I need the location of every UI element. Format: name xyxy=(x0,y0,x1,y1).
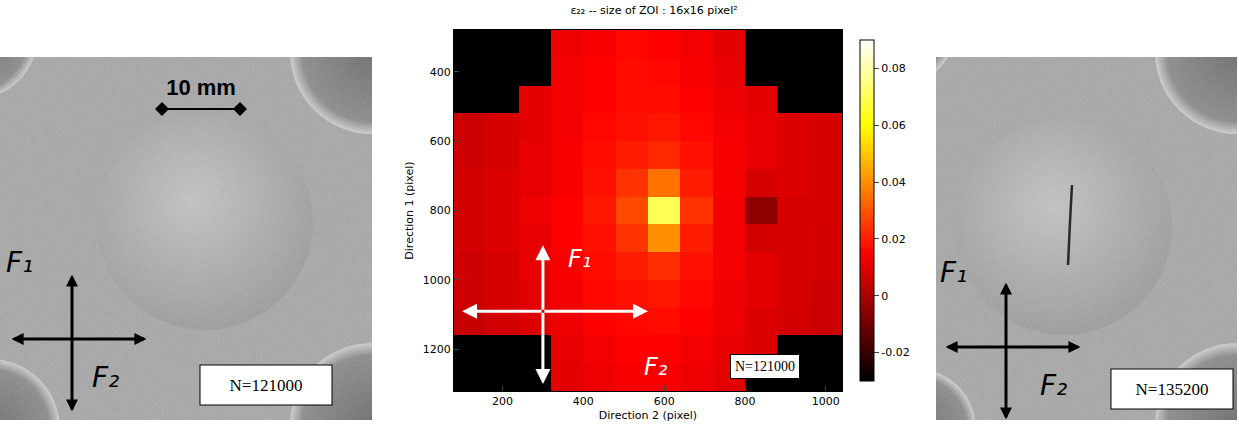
svg-text:F₂: F₂ xyxy=(1040,369,1067,402)
svg-text:200: 200 xyxy=(492,395,513,408)
svg-text:-0.02: -0.02 xyxy=(881,346,909,359)
svg-text:0: 0 xyxy=(881,290,888,303)
svg-text:N=121000: N=121000 xyxy=(230,376,303,395)
svg-text:600: 600 xyxy=(430,135,451,148)
svg-text:Direction 1 (pixel): Direction 1 (pixel) xyxy=(403,161,416,259)
svg-text:600: 600 xyxy=(654,395,675,408)
svg-text:F₁: F₁ xyxy=(568,245,591,273)
svg-text:0.08: 0.08 xyxy=(881,62,906,75)
svg-text:1000: 1000 xyxy=(423,274,451,287)
svg-text:F₂: F₂ xyxy=(644,353,668,381)
svg-text:N=121000: N=121000 xyxy=(735,359,795,374)
svg-text:N=135200: N=135200 xyxy=(1136,380,1209,399)
svg-text:F₁: F₁ xyxy=(940,256,967,289)
svg-text:ε₂₂ -- size of ZOI : 16x16 pix: ε₂₂ -- size of ZOI : 16x16 pixel² xyxy=(570,4,737,17)
svg-text:1000: 1000 xyxy=(812,395,840,408)
svg-text:800: 800 xyxy=(735,395,756,408)
svg-text:F₁: F₁ xyxy=(6,246,33,279)
svg-text:Direction 2 (pixel): Direction 2 (pixel) xyxy=(599,409,697,422)
svg-text:0.04: 0.04 xyxy=(881,176,906,189)
svg-text:800: 800 xyxy=(430,204,451,217)
svg-text:400: 400 xyxy=(573,395,594,408)
svg-text:F₂: F₂ xyxy=(92,361,119,394)
svg-text:10 mm: 10 mm xyxy=(166,75,236,100)
svg-text:0.06: 0.06 xyxy=(881,119,906,132)
svg-text:400: 400 xyxy=(430,66,451,79)
svg-text:1200: 1200 xyxy=(423,343,451,356)
svg-text:0.02: 0.02 xyxy=(881,233,906,246)
